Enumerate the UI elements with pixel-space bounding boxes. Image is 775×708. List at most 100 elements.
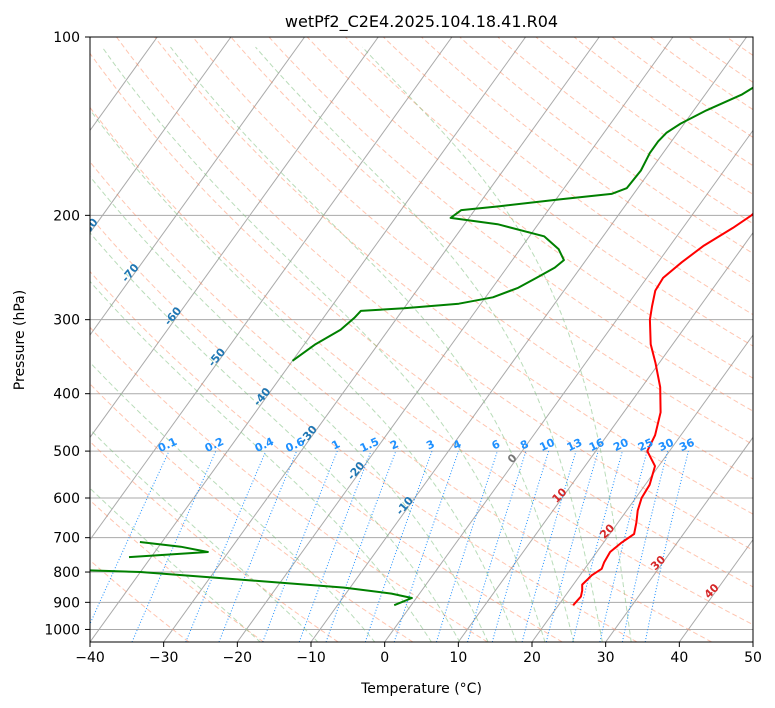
moist-adiabat-line: [101, 46, 546, 642]
dry-adiabat-label: -70: [119, 261, 142, 285]
sounding-lines: [90, 86, 753, 607]
mixing-ratio-label: 3: [424, 437, 436, 452]
mixing-ratio-line: [435, 450, 498, 642]
dry-adiabat-label: -100: [0, 114, 27, 144]
moist-adiabat-label: 30: [648, 553, 668, 573]
isotherm-line: [0, 37, 10, 642]
mixing-ratio-label: 6: [490, 437, 503, 452]
dry-adiabat-label: -80: [78, 216, 101, 240]
moist-adiabat-line: [90, 361, 376, 642]
dry-adiabat-line: [611, 37, 753, 139]
dry-adiabat-line: [573, 37, 753, 167]
dry-adiabat-line: [535, 37, 753, 195]
dry-adiabat-line: [90, 499, 264, 642]
x-tick-label: 0: [380, 650, 389, 666]
moist-adiabat-line: [361, 46, 632, 642]
y-tick-label: 300: [53, 313, 80, 329]
moist-adiabat-line: [255, 46, 603, 642]
mixing-ratio-line: [467, 450, 527, 642]
moist-adiabat-line: [90, 487, 261, 642]
mixing-ratio-line: [262, 450, 338, 642]
line-labels: 0.1 0.2 0.4 0.6 1 1.5 2 3 4 6 8 10 13 16 20 25 30 36-100-…: [0, 114, 722, 602]
dry-adiabat-line: [90, 161, 712, 642]
isotherm-line: [457, 231, 753, 642]
series-line-1: [90, 569, 413, 607]
isotherm-line: [90, 37, 527, 642]
x-tick-label: 50: [744, 650, 762, 666]
dry-adiabat-label: -40: [251, 385, 274, 409]
x-axis-label: Temperature (°C): [360, 681, 482, 697]
y-tick-label: 900: [53, 595, 80, 611]
y-tick-label: 700: [53, 531, 80, 547]
y-axis-ticks: 100 200 300 400 500 600 700 800 900 1000: [44, 30, 90, 638]
isotherm-line: [90, 37, 453, 541]
mixing-ratio-line: [599, 450, 648, 642]
mixing-ratio-line: [521, 450, 577, 642]
dry-adiabat-line: [726, 37, 753, 57]
mixing-ratio-line: [90, 450, 170, 625]
dry-adiabat-line: [90, 326, 488, 642]
moist-adiabat-line: [90, 175, 489, 642]
isotherm-line: [605, 436, 753, 642]
dry-adiabat-line: [90, 440, 339, 642]
series-line-0: [572, 212, 753, 606]
moist-adiabat-label: 40: [702, 581, 722, 601]
isotherm-line: [384, 129, 753, 642]
series-line-2: [128, 541, 209, 559]
isotherm-line: [90, 37, 379, 439]
y-tick-label: 100: [53, 30, 80, 46]
dry-adiabat-label: -10: [393, 494, 416, 518]
mixing-ratio-line: [325, 450, 397, 642]
y-tick-label: 1000: [44, 622, 80, 638]
mixing-ratio-label: 20: [611, 436, 631, 454]
x-tick-label: 40: [670, 650, 688, 666]
mixing-ratio-line: [185, 450, 267, 642]
dry-adiabat-line: [230, 37, 753, 446]
dry-adiabat-label: -90: [39, 168, 62, 192]
y-tick-label: 500: [53, 444, 80, 460]
isotherm-line: [236, 37, 674, 642]
isotherm-line: [310, 37, 748, 642]
dry-adiabat-line: [459, 37, 753, 254]
dry-adiabat-label: -60: [162, 304, 185, 328]
isotherm-line: [752, 641, 753, 642]
dry-adiabat-line: [383, 37, 753, 316]
moist-adiabat-line: [90, 109, 517, 642]
mixing-ratio-label: 25: [636, 436, 655, 454]
mixing-ratio-line: [572, 450, 623, 642]
x-tick-label: 20: [523, 650, 541, 666]
isotherm-line: [90, 37, 306, 336]
mixing-ratio-label: 10: [538, 436, 558, 454]
mixing-ratio-line: [393, 450, 460, 642]
mixing-ratio-label: 36: [677, 436, 697, 454]
mixing-ratio-label: 16: [587, 436, 607, 454]
series-line-3: [291, 86, 753, 362]
x-tick-label: −10: [296, 650, 326, 666]
moist-adiabat-label: 20: [597, 521, 617, 541]
dry-adiabat-label: -20: [345, 459, 368, 483]
x-tick-label: −30: [149, 650, 179, 666]
isotherm-line: [90, 37, 232, 234]
moist-adiabat-label: 0: [505, 451, 520, 466]
background-lines: [0, 37, 775, 642]
dry-adiabat-line: [154, 37, 753, 515]
isotherm-line: [163, 37, 600, 642]
mixing-ratio-label: 13: [565, 436, 584, 454]
dry-adiabat-line: [765, 37, 775, 642]
x-tick-label: −40: [75, 650, 105, 666]
mixing-ratio-line: [545, 450, 599, 642]
mixing-ratio-label: 0.4: [253, 435, 276, 455]
mixing-ratio-label: 8: [518, 437, 530, 452]
x-axis-ticks: −40 −30 −20 −10 0 10 20 30 40 50: [75, 642, 762, 666]
dry-adiabat-line: [90, 106, 753, 626]
moist-adiabat-line: [170, 46, 575, 642]
isotherm-line: [678, 538, 753, 642]
dry-adiabat-line: [268, 37, 753, 412]
y-tick-label: 200: [53, 208, 80, 224]
plot-frame: [89, 36, 754, 643]
mixing-ratio-label: 1.5: [358, 435, 381, 455]
dry-adiabat-line: [650, 37, 753, 111]
moist-adiabat-line: [90, 231, 461, 642]
moist-adiabat-line: [90, 280, 432, 642]
dry-adiabat-line: [116, 37, 753, 551]
